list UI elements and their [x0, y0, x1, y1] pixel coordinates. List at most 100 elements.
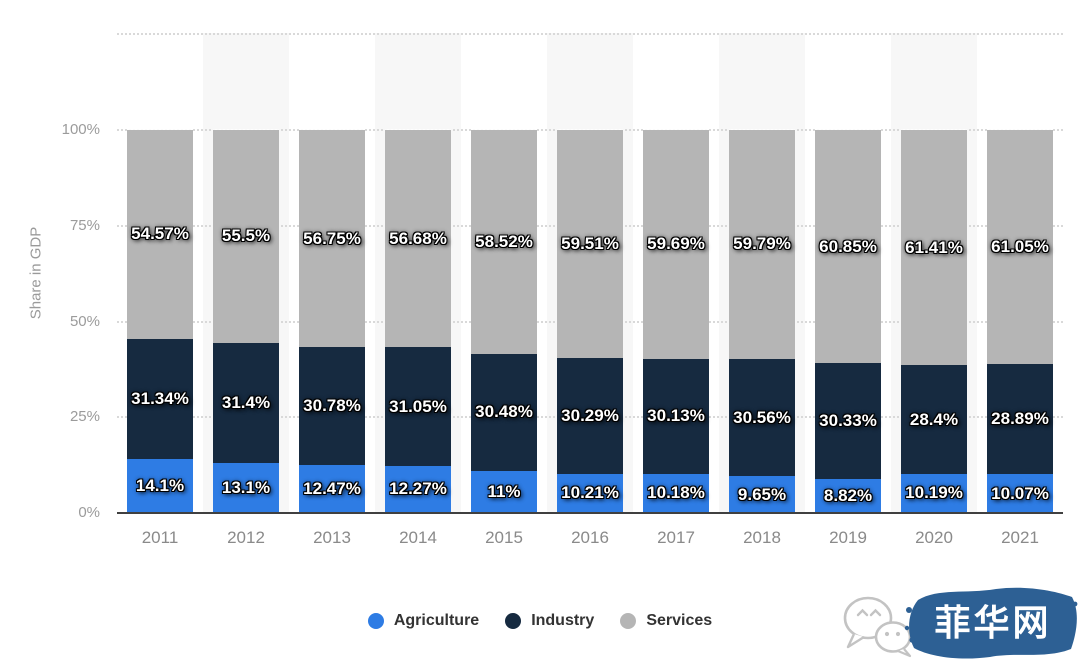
bar-value-label: 60.85% — [819, 236, 877, 256]
x-axis-label-2016: 2016 — [571, 528, 609, 547]
x-axis-label-2015: 2015 — [485, 528, 523, 547]
bar-value-label: 31.34% — [131, 388, 189, 408]
bar-segment-agriculture-2014[interactable]: 12.27% — [385, 466, 451, 513]
wechat-icon — [843, 596, 912, 658]
x-axis-label-2021: 2021 — [1001, 528, 1039, 547]
x-axis-label-2018: 2018 — [743, 528, 781, 547]
bar-segment-industry-2011[interactable]: 31.34% — [127, 338, 193, 459]
bar-segment-industry-2015[interactable]: 30.48% — [471, 354, 537, 471]
bar-segment-industry-2014[interactable]: 31.05% — [385, 347, 451, 466]
brand-watermark: 菲华网 — [840, 584, 1080, 662]
bar-value-label: 12.47% — [303, 479, 361, 499]
brand-badge: 菲华网 — [904, 587, 1078, 659]
bar-segment-agriculture-2017[interactable]: 10.18% — [643, 474, 709, 513]
bar-segment-agriculture-2016[interactable]: 10.21% — [557, 473, 623, 513]
bar-segment-services-2013[interactable]: 56.75% — [299, 130, 365, 348]
bar-value-label: 30.29% — [561, 405, 619, 425]
bar-segment-agriculture-2011[interactable]: 14.1% — [127, 458, 193, 513]
legend-label-services: Services — [646, 612, 713, 629]
bar-value-label: 10.07% — [991, 483, 1049, 503]
bar-segment-industry-2012[interactable]: 31.4% — [213, 342, 279, 463]
bar-segment-industry-2020[interactable]: 28.4% — [901, 365, 967, 474]
bar-value-label: 30.13% — [647, 406, 705, 426]
legend-label-agriculture: Agriculture — [393, 612, 480, 629]
bar-value-label: 54.57% — [131, 224, 189, 244]
legend-item-agriculture[interactable]: Agriculture — [367, 612, 480, 630]
bar-value-label: 30.33% — [819, 411, 877, 431]
brand-text: 菲华网 — [934, 603, 1051, 644]
bar-value-label: 13.1% — [221, 477, 271, 497]
bar-segment-services-2018[interactable]: 59.79% — [729, 130, 795, 359]
bar-value-label: 56.75% — [303, 228, 361, 248]
bar-value-label: 10.21% — [561, 483, 619, 503]
bar-segment-services-2011[interactable]: 54.57% — [127, 129, 193, 339]
legend-item-industry[interactable]: Industry — [505, 612, 594, 630]
bar-segment-services-2020[interactable]: 61.41% — [901, 130, 967, 366]
x-axis-label-2014: 2014 — [399, 528, 437, 547]
bar-value-label: 31.4% — [221, 392, 271, 412]
y-axis-tick-0: 0% — [78, 504, 100, 521]
y-axis-title: Share in GDP — [27, 226, 45, 320]
bar-value-label: 56.68% — [389, 228, 447, 248]
y-axis-tick-25: 25% — [69, 408, 100, 426]
bar-segment-agriculture-2018[interactable]: 9.65% — [729, 476, 795, 513]
bar-segment-services-2014[interactable]: 56.68% — [385, 130, 451, 348]
bar-value-label: 55.5% — [221, 226, 271, 246]
bar-segment-agriculture-2021[interactable]: 10.07% — [987, 474, 1053, 513]
x-axis-label-2011: 2011 — [141, 528, 179, 547]
y-axis-tick-75: 75% — [69, 216, 100, 234]
bar-value-label: 61.41% — [905, 237, 963, 257]
bar-segment-services-2021[interactable]: 61.05% — [987, 129, 1053, 364]
bar-value-label: 14.1% — [135, 475, 185, 495]
bar-segment-agriculture-2013[interactable]: 12.47% — [299, 465, 365, 513]
bar-segment-services-2015[interactable]: 58.52% — [471, 130, 537, 355]
bar-segment-services-2012[interactable]: 55.5% — [213, 130, 279, 343]
x-axis-line — [117, 512, 1063, 514]
legend-item-services[interactable]: Services — [620, 612, 712, 630]
bar-value-label: 8.82% — [823, 486, 873, 506]
x-axis-label-2019: 2019 — [829, 528, 867, 547]
bar-value-label: 59.69% — [647, 234, 705, 254]
bar-segment-industry-2013[interactable]: 30.78% — [299, 347, 365, 466]
bar-value-label: 59.51% — [561, 233, 619, 253]
gridline-125 — [117, 33, 1063, 36]
bar-value-label: 31.05% — [389, 396, 447, 416]
bar-value-label: 11% — [487, 481, 521, 501]
bar-segment-agriculture-2015[interactable]: 11% — [471, 470, 537, 513]
bar-segment-services-2017[interactable]: 59.69% — [643, 130, 709, 359]
x-axis-label-2013: 2013 — [313, 528, 351, 547]
bar-segment-industry-2017[interactable]: 30.13% — [643, 358, 709, 474]
legend-label-industry: Industry — [531, 612, 595, 629]
bar-value-label: 59.79% — [733, 234, 791, 254]
bar-segment-industry-2016[interactable]: 30.29% — [557, 357, 623, 474]
bar-segment-services-2019[interactable]: 60.85% — [815, 130, 881, 364]
bar-value-label: 9.65% — [737, 484, 787, 504]
bar-segment-industry-2021[interactable]: 28.89% — [987, 363, 1053, 475]
bar-value-label: 30.48% — [475, 402, 533, 422]
bar-value-label: 10.18% — [647, 483, 705, 503]
bar-value-label: 30.56% — [733, 407, 791, 427]
bar-value-label: 30.78% — [303, 396, 361, 416]
legend-marker-services — [620, 613, 637, 629]
bar-value-label: 10.19% — [905, 483, 963, 503]
bar-value-label: 28.4% — [909, 409, 959, 429]
bar-value-label: 58.52% — [475, 232, 533, 252]
y-axis-tick-50: 50% — [69, 312, 100, 330]
bar-value-label: 28.89% — [991, 409, 1049, 429]
chart-legend: Agriculture Industry Services — [0, 612, 1080, 630]
bar-value-label: 61.05% — [991, 236, 1049, 256]
bar-segment-agriculture-2019[interactable]: 8.82% — [815, 479, 881, 513]
x-axis-label-2017: 2017 — [657, 528, 695, 547]
legend-marker-industry — [505, 613, 522, 629]
y-axis-tick-100: 100% — [61, 121, 100, 138]
bar-segment-services-2016[interactable]: 59.51% — [557, 129, 623, 358]
bar-segment-agriculture-2012[interactable]: 13.1% — [213, 462, 279, 513]
bar-segment-industry-2019[interactable]: 30.33% — [815, 363, 881, 480]
x-axis-label-2012: 2012 — [227, 528, 265, 547]
bar-segment-industry-2018[interactable]: 30.56% — [729, 358, 795, 477]
bar-value-label: 12.27% — [389, 479, 447, 499]
x-axis-label-2020: 2020 — [915, 528, 953, 547]
legend-marker-agriculture — [367, 613, 384, 629]
bar-segment-agriculture-2020[interactable]: 10.19% — [901, 473, 967, 513]
